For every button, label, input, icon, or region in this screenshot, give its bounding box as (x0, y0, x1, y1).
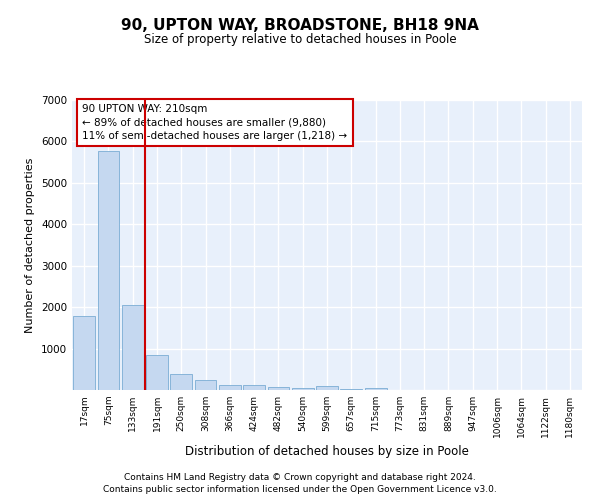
Bar (194, 380, 217, 390)
Text: Contains public sector information licensed under the Open Government Licence v3: Contains public sector information licen… (103, 485, 497, 494)
Bar (340, 389, 362, 390)
Bar (292, 388, 314, 390)
Bar (122, 304, 143, 390)
Bar (316, 386, 338, 390)
Bar (170, 374, 192, 390)
Bar (268, 387, 289, 390)
X-axis label: Distribution of detached houses by size in Poole: Distribution of detached houses by size … (185, 446, 469, 458)
Bar (97, 150, 119, 390)
Bar (73, 316, 95, 390)
Text: Contains HM Land Registry data © Crown copyright and database right 2024.: Contains HM Land Registry data © Crown c… (124, 472, 476, 482)
Bar (243, 386, 265, 390)
Text: 90 UPTON WAY: 210sqm
← 89% of detached houses are smaller (9,880)
11% of semi-de: 90 UPTON WAY: 210sqm ← 89% of detached h… (82, 104, 347, 141)
Bar (365, 388, 386, 390)
Text: 90, UPTON WAY, BROADSTONE, BH18 9NA: 90, UPTON WAY, BROADSTONE, BH18 9NA (121, 18, 479, 32)
Text: Size of property relative to detached houses in Poole: Size of property relative to detached ho… (143, 32, 457, 46)
Y-axis label: Number of detached properties: Number of detached properties (25, 158, 35, 332)
Bar (219, 386, 241, 390)
Bar (146, 355, 168, 390)
